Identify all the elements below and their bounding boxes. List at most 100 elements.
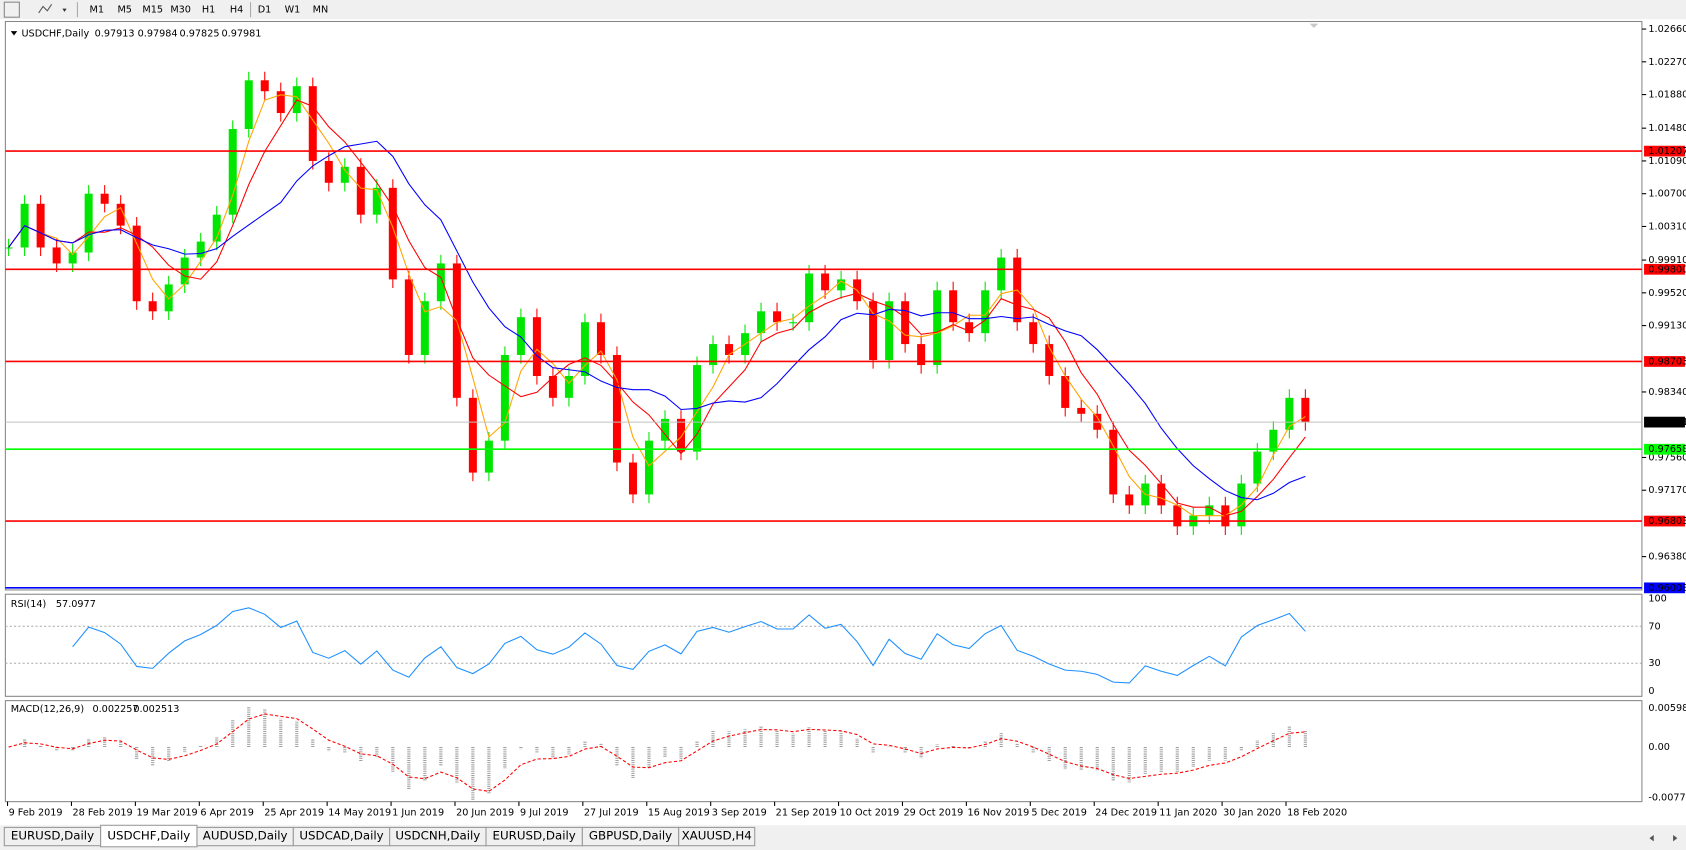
timeframe-button[interactable]: H1 [202, 5, 215, 16]
candle-body [84, 193, 93, 253]
macd-histogram [22, 706, 1307, 801]
y-tick-label: 0.00 [1648, 742, 1670, 753]
x-tick-label: 6 Apr 2019 [200, 807, 254, 818]
y-tick-label: 1.02270 [1648, 57, 1686, 68]
timeframe-button[interactable]: MN [313, 5, 329, 16]
candle-body [1301, 397, 1310, 423]
candle-body [548, 375, 557, 398]
candle-body [484, 440, 493, 473]
candle-body [901, 301, 910, 345]
y-tick-label: 0.005986 [1648, 703, 1686, 714]
candle-body [468, 397, 477, 473]
x-tick-label: 25 Apr 2019 [264, 807, 324, 818]
x-tick-label: 9 Jul 2019 [520, 807, 569, 818]
candle-body [564, 375, 573, 398]
timeframe-button[interactable]: M5 [117, 5, 131, 16]
tab-label[interactable]: XAUUSD,H4 [682, 829, 752, 843]
candle-body [404, 279, 413, 355]
y-tick-label: 0.97170 [1648, 485, 1686, 496]
candle-body [1269, 429, 1278, 452]
candle-body [1029, 322, 1038, 345]
x-tick-label: 9 Feb 2019 [9, 807, 63, 818]
tab-label[interactable]: EURUSD,Daily [493, 829, 576, 843]
x-tick-label: 18 Feb 2020 [1287, 807, 1347, 818]
y-tick-label: -0.007737 [1648, 792, 1686, 803]
candle-body [612, 354, 621, 463]
rsi-pane [4, 593, 1643, 697]
x-tick-label: 24 Dec 2019 [1095, 807, 1157, 818]
level-label-bg [1644, 515, 1685, 527]
candle-body [68, 252, 77, 264]
tab[interactable] [678, 826, 756, 847]
main-pane [4, 20, 1643, 591]
candle-body [917, 344, 926, 366]
candle-body [36, 203, 45, 248]
x-tick-label: 14 May 2019 [328, 807, 391, 818]
y-tick-label: 0.98340 [1648, 387, 1686, 398]
x-tick-label: 29 Oct 2019 [904, 807, 964, 818]
timeframe-button[interactable]: M1 [90, 5, 104, 16]
candle-body [340, 166, 349, 183]
candle-body [660, 418, 669, 441]
y-tick-label: 1.01480 [1648, 123, 1686, 134]
current-price-bg [1644, 416, 1685, 428]
moving-average [8, 99, 1306, 517]
candle-body [869, 301, 878, 361]
x-tick-label: 5 Dec 2019 [1031, 807, 1087, 818]
tab-label[interactable]: EURUSD,Daily [11, 829, 94, 843]
candle-body [789, 322, 798, 324]
y-tick-label: 1.00700 [1648, 189, 1686, 200]
x-tick-label: 11 Jan 2020 [1159, 807, 1217, 818]
timeframe-button[interactable]: W1 [285, 5, 301, 16]
timeframe-button[interactable]: D1 [258, 5, 272, 16]
candle-body [452, 263, 461, 398]
dropdown[interactable] [62, 8, 67, 12]
x-tick-label: 28 Feb 2019 [73, 807, 133, 818]
level-label-bg [1644, 443, 1685, 455]
level-label: 1.01207 [1648, 146, 1686, 157]
tab-label[interactable]: GBPUSD,Daily [589, 829, 672, 843]
y-tick-label: 0.97560 [1648, 452, 1686, 463]
candle-body [164, 284, 173, 312]
candle-body [260, 80, 269, 92]
x-tick-label: 21 Sep 2019 [776, 807, 837, 818]
candle-body [1077, 407, 1086, 414]
tab-label[interactable]: USDCAD,Daily [299, 829, 383, 843]
candle-body [1205, 505, 1214, 516]
macd-value: 0.002513 [133, 704, 179, 715]
candle-body [276, 91, 285, 114]
timeframe-button[interactable]: M15 [142, 5, 163, 16]
candle-body [1045, 344, 1054, 376]
tool-icon[interactable] [38, 4, 53, 14]
candle-body [885, 301, 894, 361]
candle-body [949, 290, 958, 323]
candle-body [1157, 483, 1166, 506]
x-tick-label: 30 Jan 2020 [1223, 807, 1281, 818]
level-label-bg [1644, 356, 1685, 367]
y-tick-label: 1.01090 [1648, 156, 1686, 167]
candle-body [933, 290, 942, 366]
candle-body [180, 257, 189, 285]
candle-body [725, 344, 734, 355]
candle-body [116, 203, 125, 226]
tool-icon[interactable] [3, 1, 20, 18]
candle-body [837, 279, 846, 291]
timeframe-button[interactable]: H4 [230, 5, 243, 16]
ohlc-value: 0.97984 [138, 28, 178, 39]
x-tick-label: 27 Jul 2019 [584, 807, 639, 818]
tab-label[interactable]: USDCHF,Daily [107, 829, 190, 843]
collapse-arrow[interactable] [10, 31, 18, 36]
level-label: 0.99800 [1648, 264, 1686, 275]
tab-label[interactable]: AUDUSD,Daily [203, 829, 288, 843]
tab-label[interactable]: USDCNH,Daily [395, 829, 480, 843]
candles [5, 71, 1310, 535]
macd-pane [4, 700, 1643, 803]
candle-body [228, 129, 237, 215]
candle-body [1061, 375, 1070, 408]
timeframe-button[interactable]: M30 [170, 5, 191, 16]
y-tick-label: 30 [1648, 658, 1660, 669]
level-label: 0.97658 [1648, 444, 1686, 455]
moving-average [8, 140, 1306, 501]
